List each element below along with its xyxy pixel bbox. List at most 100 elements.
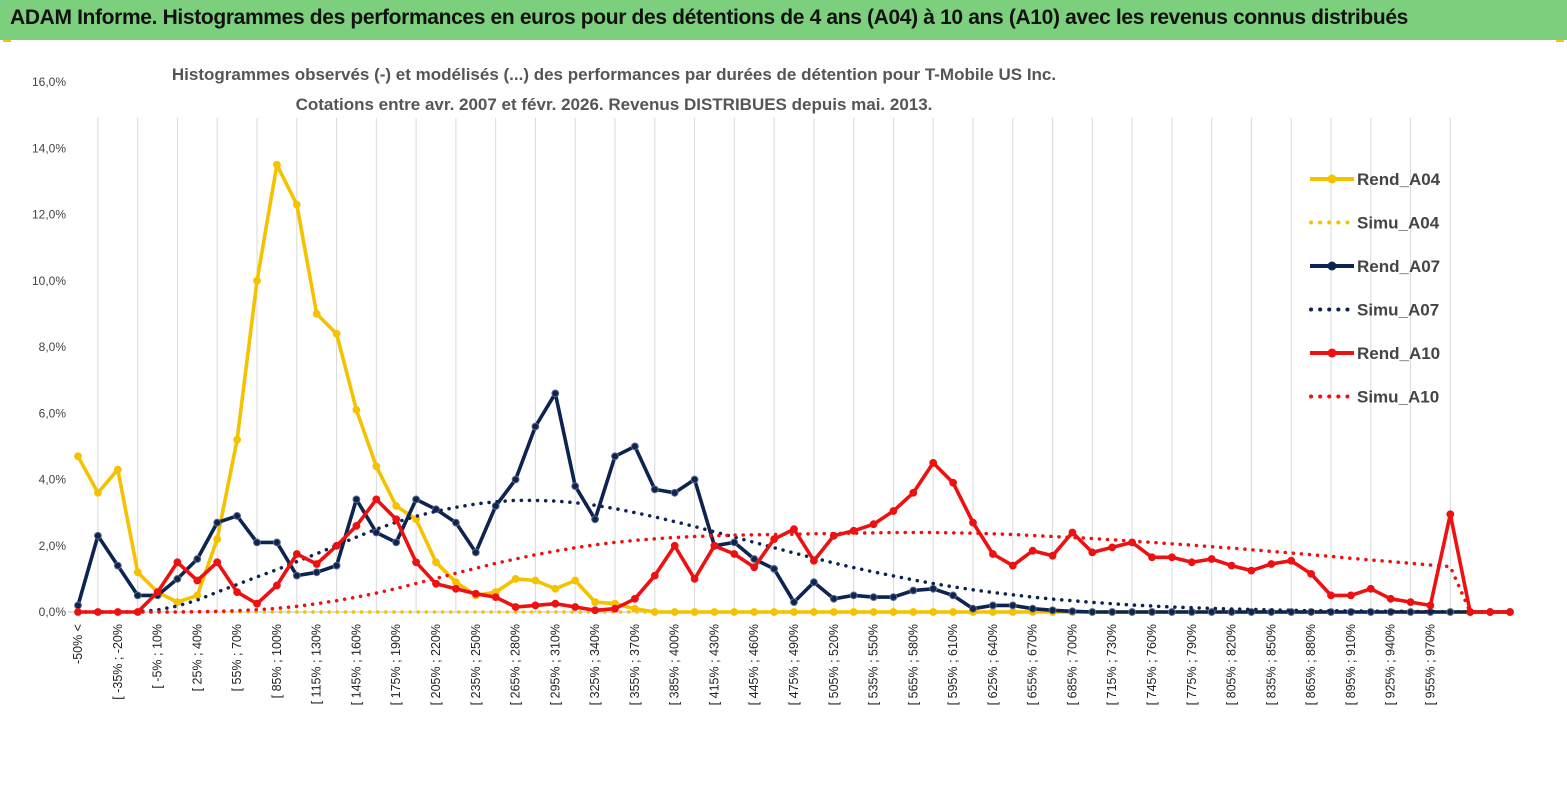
data-point-rend-a10 bbox=[591, 606, 599, 615]
frame-accent-right bbox=[1556, 40, 1564, 42]
y-tick-label: 0,0% bbox=[39, 605, 67, 619]
data-point-rend-a04 bbox=[432, 558, 440, 567]
x-tick-label: [ 265% ; 280% bbox=[509, 624, 523, 705]
x-tick-label: [ 505% ; 520% bbox=[827, 624, 841, 705]
data-point-rend-a07 bbox=[531, 422, 540, 431]
data-point-rend-a10 bbox=[491, 593, 500, 601]
data-point-rend-a04 bbox=[292, 200, 301, 209]
data-point-rend-a10 bbox=[471, 589, 480, 598]
data-point-rend-a10 bbox=[969, 518, 977, 527]
data-point-rend-a10 bbox=[889, 507, 898, 515]
data-point-rend-a07 bbox=[1048, 606, 1057, 615]
x-tick-label: [ 955% ; 970% bbox=[1423, 624, 1437, 705]
x-tick-label: [ -35% ; -20% bbox=[111, 624, 125, 700]
data-point-rend-a10 bbox=[1068, 528, 1077, 537]
chart-subtitle: Cotations entre avr. 2007 et févr. 2026.… bbox=[296, 95, 933, 114]
data-point-rend-a04 bbox=[113, 465, 122, 474]
data-point-rend-a10 bbox=[1028, 546, 1037, 555]
data-point-rend-a04 bbox=[372, 462, 381, 471]
data-point-rend-a10 bbox=[1108, 543, 1117, 552]
x-tick-label: [ 235% ; 250% bbox=[469, 624, 483, 705]
data-point-rend-a04 bbox=[273, 160, 281, 169]
data-point-rend-a10 bbox=[511, 603, 520, 611]
data-point-rend-a10 bbox=[989, 550, 997, 558]
legend-item-simu-a04[interactable]: Simu_A04 bbox=[1309, 214, 1440, 233]
data-point-rend-a10 bbox=[233, 588, 242, 596]
report-title: ADAM Informe. Histogrammes des performan… bbox=[10, 6, 1408, 29]
legend-label-rend-a07: Rend_A07 bbox=[1357, 257, 1440, 276]
data-point-rend-a10 bbox=[1207, 555, 1216, 563]
data-point-rend-a07 bbox=[810, 578, 818, 587]
data-point-rend-a10 bbox=[372, 495, 381, 504]
legend-marker-rend-a10 bbox=[1327, 348, 1337, 358]
data-point-rend-a10 bbox=[531, 601, 540, 610]
data-point-rend-a04 bbox=[551, 584, 560, 593]
data-point-rend-a07 bbox=[1148, 608, 1156, 616]
data-point-rend-a04 bbox=[511, 575, 520, 583]
data-point-rend-a07 bbox=[929, 584, 938, 593]
legend-item-simu-a10[interactable]: Simu_A10 bbox=[1309, 388, 1439, 407]
data-point-rend-a10 bbox=[432, 579, 440, 588]
legend-label-simu-a10: Simu_A10 bbox=[1357, 388, 1439, 407]
data-point-rend-a10 bbox=[670, 541, 679, 550]
legend-item-rend-a10[interactable]: Rend_A10 bbox=[1310, 344, 1440, 363]
chart-legend[interactable]: Rend_A04 Simu_A04 Rend_A07 Simu_A07 Rend_A10… bbox=[1309, 170, 1441, 407]
x-tick-label: [ 535% ; 550% bbox=[867, 624, 881, 705]
x-tick-label: [ 565% ; 580% bbox=[906, 624, 920, 705]
data-point-rend-a04 bbox=[352, 406, 361, 414]
data-point-rend-a07 bbox=[1008, 601, 1017, 610]
legend-item-simu-a07[interactable]: Simu_A07 bbox=[1309, 301, 1439, 320]
x-tick-label: [ 385% ; 400% bbox=[668, 624, 682, 705]
data-point-rend-a07 bbox=[193, 555, 202, 563]
data-point-rend-a10 bbox=[1307, 570, 1315, 578]
data-point-rend-a10 bbox=[750, 563, 759, 572]
x-tick-label: [ 85% ; 100% bbox=[270, 624, 284, 698]
data-point-rend-a07 bbox=[1168, 608, 1176, 616]
data-point-rend-a10 bbox=[352, 522, 361, 530]
legend-label-simu-a04: Simu_A04 bbox=[1357, 214, 1440, 233]
data-point-rend-a10 bbox=[730, 550, 739, 558]
data-point-rend-a10 bbox=[412, 558, 421, 567]
data-point-rend-a07 bbox=[989, 601, 997, 610]
data-point-rend-a07 bbox=[312, 568, 321, 577]
series-line-simu-a07 bbox=[76, 498, 1512, 614]
data-point-rend-a07 bbox=[491, 502, 500, 510]
data-point-rend-a04 bbox=[94, 488, 102, 497]
data-point-rend-a10 bbox=[392, 515, 401, 524]
data-point-rend-a07 bbox=[74, 601, 82, 610]
data-point-rend-a07 bbox=[94, 531, 102, 540]
data-point-rend-a04 bbox=[312, 310, 321, 318]
data-point-rend-a10 bbox=[770, 535, 778, 544]
x-tick-label: [ 595% ; 610% bbox=[946, 624, 960, 705]
data-point-rend-a10 bbox=[1247, 566, 1256, 575]
x-tick-label: [ 115% ; 130% bbox=[310, 624, 324, 704]
data-point-rend-a07 bbox=[452, 518, 460, 527]
x-tick-label: [ 745% ; 760% bbox=[1145, 624, 1159, 705]
data-point-rend-a04 bbox=[173, 598, 182, 606]
data-point-rend-a10 bbox=[213, 558, 222, 567]
data-point-rend-a10 bbox=[253, 599, 261, 608]
data-point-rend-a10 bbox=[153, 588, 162, 596]
data-point-rend-a04 bbox=[332, 329, 341, 338]
data-point-rend-a07 bbox=[690, 475, 699, 484]
x-tick-label: [ 625% ; 640% bbox=[986, 624, 1000, 705]
legend-item-rend-a07[interactable]: Rend_A07 bbox=[1310, 257, 1440, 276]
data-point-rend-a10 bbox=[1168, 553, 1176, 562]
x-tick-label: [ 145% ; 160% bbox=[349, 624, 363, 705]
data-point-rend-a10 bbox=[1008, 561, 1017, 570]
x-tick-label: [ 415% ; 430% bbox=[707, 624, 721, 705]
data-point-rend-a07 bbox=[1187, 608, 1196, 616]
data-point-rend-a04 bbox=[253, 276, 261, 285]
data-point-rend-a10 bbox=[1187, 558, 1196, 567]
x-tick-label: [ 445% ; 460% bbox=[747, 624, 761, 705]
legend-item-rend-a04[interactable]: Rend_A04 bbox=[1310, 170, 1441, 189]
data-point-rend-a07 bbox=[1207, 608, 1216, 616]
data-point-rend-a04 bbox=[591, 598, 599, 606]
legend-label-rend-a04: Rend_A04 bbox=[1357, 170, 1441, 189]
data-point-rend-a10 bbox=[571, 603, 580, 611]
y-tick-label: 10,0% bbox=[32, 274, 66, 288]
data-point-rend-a10 bbox=[690, 575, 699, 583]
report-banner: ADAM Informe. Histogrammes des performan… bbox=[0, 0, 1567, 40]
data-point-rend-a10 bbox=[173, 558, 182, 567]
data-point-rend-a07 bbox=[650, 485, 659, 494]
